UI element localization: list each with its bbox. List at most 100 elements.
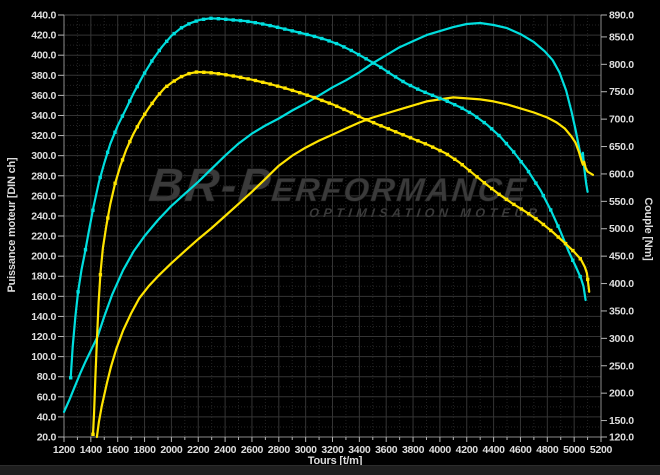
brand-watermark: BR-Performance OPTIMISATION MOTEUR: [146, 158, 542, 220]
data-point-marker: [312, 96, 317, 100]
curve-markers-couple-origine: [91, 70, 590, 436]
data-point-marker: [512, 150, 516, 154]
data-point-marker: [83, 248, 88, 252]
axis-tick-label: 3000: [295, 444, 318, 456]
data-point-marker: [549, 228, 553, 233]
y-axis-label-right: Couple [Nm]: [642, 197, 654, 261]
grid: [64, 14, 601, 437]
data-point-marker: [253, 21, 257, 25]
data-point-marker: [246, 77, 250, 81]
data-point-marker: [98, 175, 102, 180]
axis-tick-label: 800.0: [609, 59, 634, 71]
axis-tick-label: 600.0: [609, 168, 634, 180]
data-point-marker: [275, 84, 280, 88]
data-point-marker: [526, 169, 531, 174]
data-point-marker: [143, 112, 147, 116]
axis-tick-label: 420.0: [31, 30, 56, 42]
data-point-marker: [571, 248, 575, 253]
data-point-marker: [371, 121, 376, 125]
data-point-marker: [268, 23, 272, 28]
data-point-marker: [364, 57, 368, 61]
data-point-marker: [334, 41, 339, 46]
data-point-marker: [504, 141, 509, 146]
data-point-marker: [408, 83, 413, 88]
axis-tick-label: 2600: [241, 444, 264, 456]
data-point-marker: [261, 80, 265, 84]
axis-tick-label: 450.0: [609, 251, 634, 263]
axis-tick-label: 4600: [509, 444, 532, 456]
axis-tick-label: 260.0: [31, 190, 56, 202]
axis-tick-label: 140.0: [31, 311, 56, 323]
data-point-marker: [179, 26, 184, 30]
data-point-marker: [69, 376, 73, 380]
data-point-marker: [76, 290, 80, 294]
data-point-marker: [209, 16, 213, 20]
data-point-marker: [497, 133, 501, 138]
window-bottom-strip: [0, 465, 660, 475]
data-point-marker: [357, 52, 361, 57]
axis-tick-label: 700.0: [609, 114, 634, 126]
data-point-marker: [541, 193, 545, 198]
data-point-marker: [290, 29, 294, 33]
data-point-marker: [445, 99, 449, 103]
data-point-marker: [238, 18, 243, 23]
data-point-marker: [416, 139, 420, 143]
curve-couple-origine: [91, 70, 591, 436]
data-point-marker: [490, 186, 494, 191]
data-point-marker: [150, 59, 154, 63]
axis-tick-label: 300.0: [31, 150, 56, 162]
data-point-marker: [135, 125, 139, 129]
curve-puissance-optimisee: [62, 21, 589, 413]
data-point-marker: [571, 258, 575, 262]
data-point-marker: [105, 150, 110, 154]
axis-tick-label: 250.0: [609, 360, 634, 372]
data-point-marker: [91, 432, 95, 436]
data-point-marker: [379, 65, 383, 70]
data-point-marker: [549, 208, 553, 212]
data-point-marker: [335, 104, 339, 108]
axis-tick-label: 280.0: [31, 170, 56, 182]
data-point-marker: [504, 197, 509, 202]
data-point-marker: [209, 71, 213, 75]
data-point-marker: [416, 87, 420, 91]
data-point-marker: [371, 61, 376, 65]
data-point-marker: [202, 70, 206, 74]
data-point-marker: [534, 181, 538, 185]
data-point-marker: [423, 90, 427, 94]
data-point-marker: [120, 158, 125, 162]
data-point-marker: [135, 84, 139, 89]
data-point-marker: [224, 17, 228, 21]
axis-tick-label: 3800: [402, 444, 425, 456]
data-point-marker: [423, 142, 427, 146]
data-point-marker: [386, 127, 390, 131]
data-point-marker: [290, 88, 295, 93]
data-point-marker: [297, 31, 302, 35]
axis-tick-label: 20.0: [37, 432, 57, 444]
data-point-marker: [578, 274, 582, 279]
data-point-marker: [201, 17, 206, 21]
data-point-marker: [482, 120, 486, 125]
data-point-marker: [320, 36, 324, 41]
data-point-marker: [379, 124, 383, 128]
data-point-marker: [128, 99, 132, 103]
data-point-marker: [179, 74, 184, 79]
data-point-marker: [519, 160, 523, 164]
data-point-marker: [142, 71, 147, 75]
data-point-marker: [157, 48, 161, 53]
watermark-subtitle-text: OPTIMISATION MOTEUR: [308, 206, 542, 220]
data-point-marker: [401, 133, 405, 137]
data-point-marker: [453, 103, 457, 107]
data-point-marker: [526, 212, 531, 216]
data-point-marker: [187, 71, 191, 76]
axis-tick-label: 4000: [429, 444, 452, 456]
data-point-marker: [172, 31, 176, 36]
data-point-marker: [497, 192, 501, 196]
axis-tick-label: 1200: [53, 444, 76, 456]
data-point-marker: [283, 27, 287, 31]
data-point-marker: [475, 115, 479, 119]
data-point-marker: [150, 101, 154, 106]
data-point-marker: [113, 181, 117, 185]
watermark-logo-text: BR-Performance: [147, 158, 531, 211]
data-point-marker: [327, 101, 331, 105]
